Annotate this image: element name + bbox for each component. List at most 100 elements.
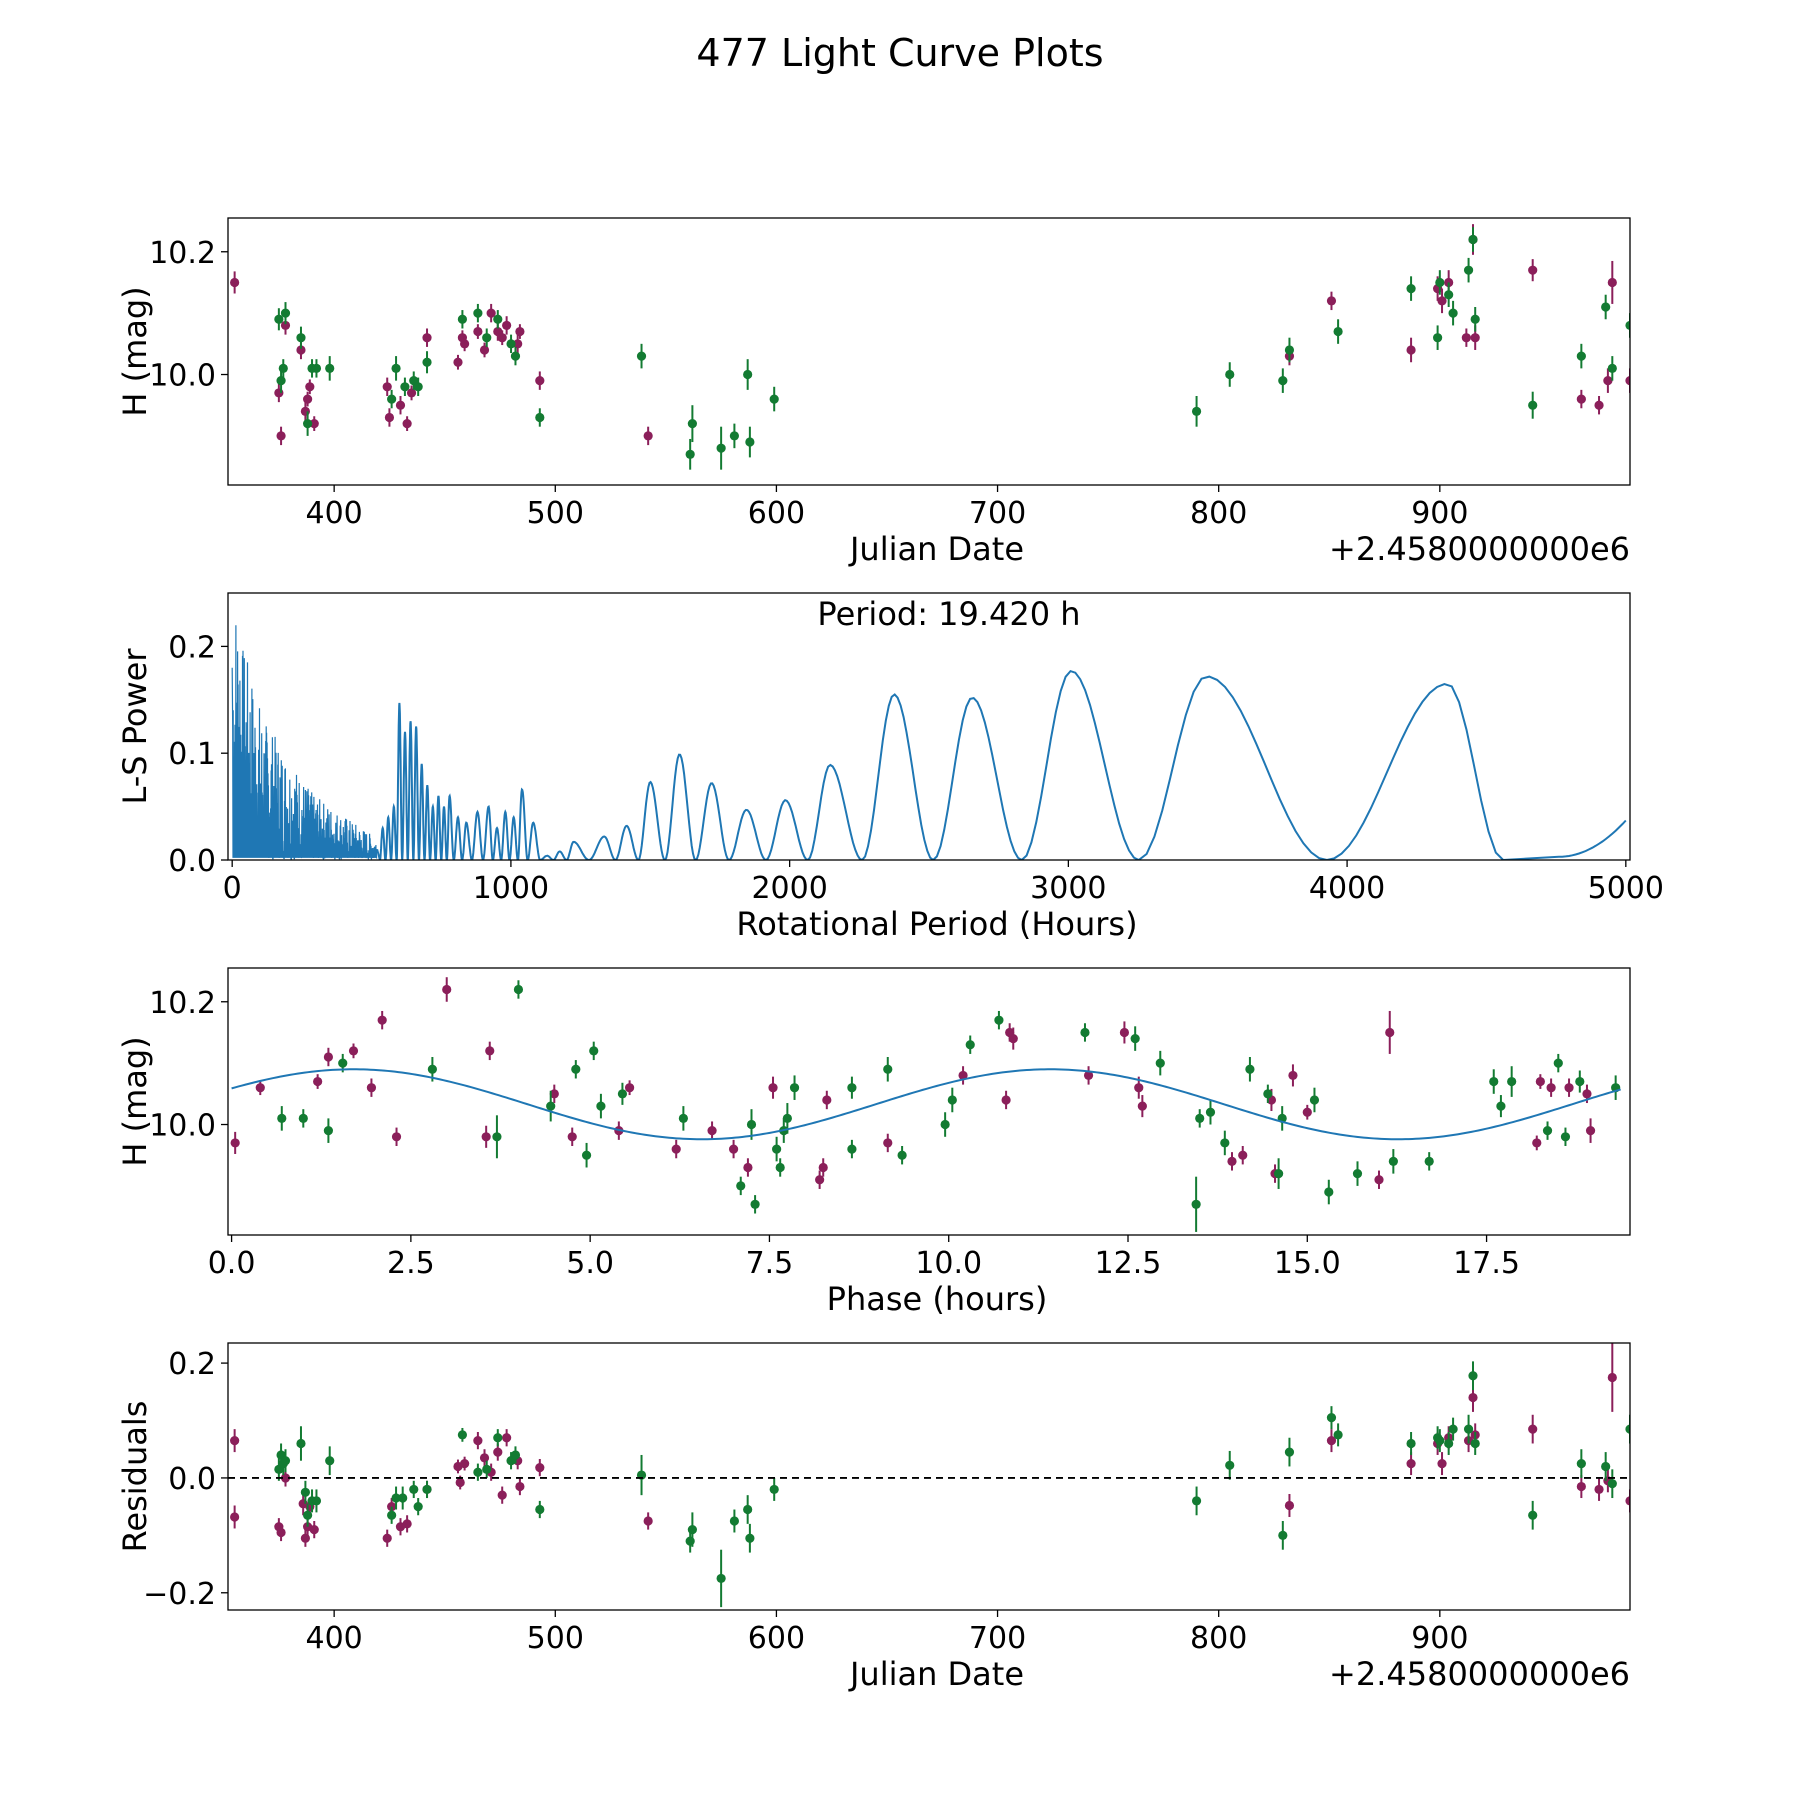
data-point [636,351,647,361]
data-point [276,1527,286,1538]
data-point [1625,1496,1630,1506]
data-point [305,382,315,392]
x-tick-label: 500 [527,1621,584,1656]
data-point [300,1533,310,1543]
data-point [387,1510,397,1520]
data-point [1560,1132,1571,1142]
data-point [1607,277,1617,288]
data-point [1448,1424,1458,1434]
data-point [1385,1027,1395,1038]
plot-area [231,625,1627,860]
data-point [323,1052,333,1062]
data-point [883,1138,893,1148]
data-point [1553,1058,1563,1068]
data-point [1302,1107,1312,1117]
data-point [1278,1530,1288,1540]
data-point [815,1175,825,1185]
data-point [422,357,432,367]
plot-area [230,977,1621,1232]
data-point [1585,1126,1596,1136]
data-point [1603,376,1613,386]
data-point [338,1058,348,1068]
data-point [1576,1458,1586,1469]
data-point [413,382,423,392]
data-point [1326,1436,1337,1446]
data-point [280,308,291,318]
data-point [1433,333,1443,343]
data-point [277,1113,287,1123]
data-point [947,1095,957,1105]
data-point [230,1512,240,1522]
x-axis-label: Phase (hours) [827,1280,1048,1318]
data-point [1528,1424,1538,1434]
data-point [1594,1484,1604,1495]
data-point [387,394,397,404]
data-point [486,308,496,318]
data-point [643,1516,653,1526]
data-point [460,339,470,349]
data-point [1225,369,1235,380]
data-point [707,1126,717,1136]
data-point [1134,1083,1144,1093]
data-point [1374,1175,1384,1185]
data-point [1227,1156,1237,1166]
data-point [1309,1095,1320,1105]
data-point [743,1162,753,1173]
data-point [617,1089,628,1099]
data-point [1507,1076,1517,1087]
panel-lightcurve: 400 500 600 700 800 900 10.0 10.2 Julian Date H (… [116,217,1631,568]
data-point [1278,376,1288,386]
data-point [300,1487,310,1497]
x-tick-label: 12.5 [1095,1246,1162,1281]
data-point [1284,345,1295,355]
data-point [303,1510,313,1520]
data-point [596,1101,606,1111]
y-tick-label: −0.2 [143,1577,216,1612]
x-tick-label: 7.5 [746,1246,794,1281]
data-point [398,1493,408,1503]
data-point [1083,1070,1094,1081]
x-tick-label: 500 [527,496,584,531]
data-point [502,320,512,331]
data-point [1424,1156,1434,1166]
y-axis-label: Residuals [116,1401,154,1553]
data-point [581,1150,592,1160]
data-point [1191,1496,1202,1506]
y-axis-label: H (mag) [116,1036,154,1166]
data-point [303,419,313,429]
data-point [1238,1150,1248,1160]
y-tick-label: 0.0 [168,1462,216,1497]
data-point [311,1496,322,1506]
data-point [1468,1371,1478,1381]
data-point [482,1464,492,1474]
data-point [940,1119,950,1130]
data-point [300,406,310,416]
data-point [643,431,653,441]
data-point [1575,1076,1585,1087]
data-point [442,984,452,995]
x-axis-label: Julian Date [848,530,1024,568]
data-point [497,1490,507,1500]
x-tick-label: 800 [1190,1621,1247,1656]
data-point [822,1095,832,1105]
data-point [1625,376,1630,386]
x-offset-label: +2.4580000000e6 [1329,1655,1630,1693]
data-point [1463,265,1474,275]
y-tick-label: 0.2 [168,1347,216,1382]
data-point [743,369,753,380]
data-point [274,314,284,324]
data-point [406,388,417,398]
data-point [513,984,524,995]
data-point [1576,394,1586,404]
x-tick-label: 900 [1411,496,1468,531]
data-point [782,1113,792,1123]
data-point [1444,290,1454,300]
x-tick-label: 700 [969,496,1026,531]
data-point [325,1456,335,1466]
data-point [481,1132,491,1142]
data-point [1546,1083,1556,1093]
data-point [1528,265,1538,275]
data-point [280,320,291,331]
data-point [1406,1458,1416,1469]
x-tick-label: 17.5 [1453,1246,1520,1281]
